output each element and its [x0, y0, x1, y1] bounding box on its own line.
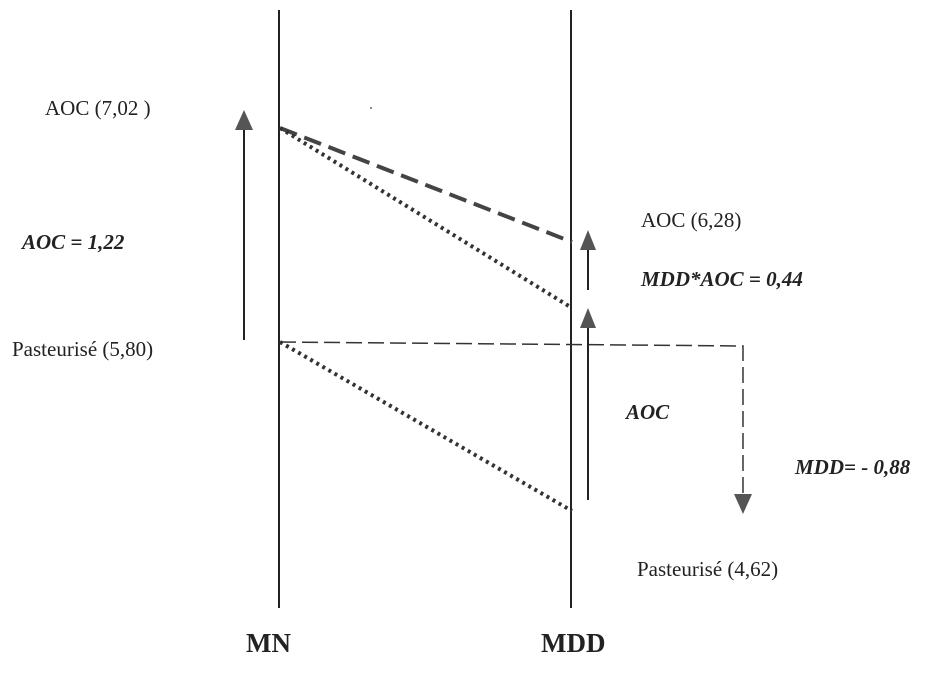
interaction-arrowhead — [580, 230, 596, 250]
speck-dot — [370, 107, 372, 109]
axis-title-mn: MN — [246, 628, 291, 658]
pasteurise-reference-line — [279, 341, 744, 495]
mdd-effect-label: MDD= - 0,88 — [795, 455, 911, 479]
pasteurise-line — [278, 340, 574, 513]
aoc-effect-arrowhead — [235, 110, 253, 130]
mdd-effect-arrowhead — [734, 494, 752, 514]
interaction-label: MDD*AOC = 0,44 — [641, 267, 803, 291]
aoc-mdd-arrowhead — [580, 308, 596, 328]
aoc-observed-line — [279, 126, 573, 244]
aoc-expected-line — [278, 126, 574, 310]
pasteurise-mn-label: Pasteurisé (5,80) — [12, 337, 154, 361]
axis-title-mdd: MDD — [541, 628, 606, 658]
aoc-mn-label: AOC (7,02 ) — [45, 96, 151, 120]
aoc-short-label: AOC — [626, 400, 670, 424]
aoc-effect-label: AOC = 1,22 — [22, 230, 125, 254]
pasteurise-mdd-label: Pasteurisé (4,62) — [637, 557, 779, 581]
aoc-mdd-label: AOC (6,28) — [641, 208, 742, 232]
